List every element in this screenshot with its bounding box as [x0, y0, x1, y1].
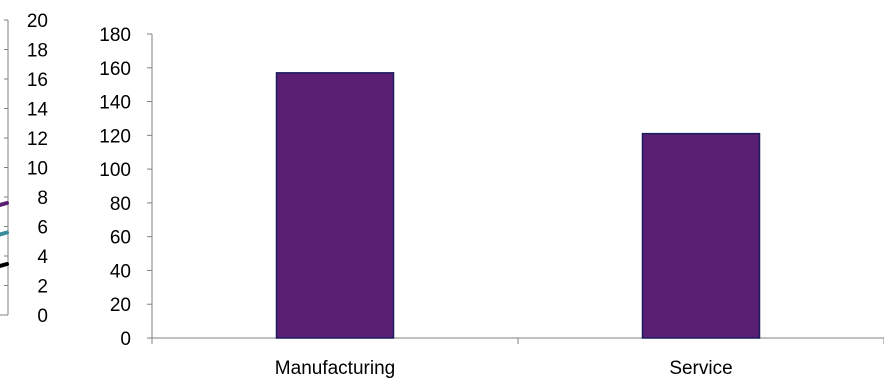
- left-y-tick-label: 6: [37, 218, 48, 239]
- bar-y-tick-label: 0: [120, 329, 131, 350]
- left-series-line-stub: [0, 201, 9, 207]
- bar-y-tick-label: 40: [110, 261, 131, 282]
- bar-manufacturing: [275, 72, 395, 339]
- left-y-tick-label: 12: [27, 129, 48, 150]
- bar-y-tick-label: 100: [99, 160, 131, 181]
- left-y-tick-label: 10: [27, 159, 48, 180]
- bar-y-tick-label: 160: [99, 59, 131, 80]
- left-y-tick-label: 2: [37, 277, 48, 298]
- left-series-line-stub: [0, 230, 9, 237]
- left-y-tick-label: 16: [27, 70, 48, 91]
- x-category-label: Service: [669, 358, 732, 379]
- left-y-tick-label: 4: [37, 247, 48, 268]
- left-y-tick-label: 18: [27, 41, 48, 62]
- left-y-tick-label: 14: [27, 100, 49, 121]
- bar-chart: 0 20 40 60 80 100 120 140 160 180 Manufacturing Ser…: [99, 25, 884, 379]
- left-y-tick-label: 8: [37, 188, 48, 209]
- bar-y-tick-label: 180: [99, 25, 131, 46]
- left-y-tick-label: 0: [37, 306, 48, 327]
- bar-y-tick-label: 140: [99, 93, 131, 114]
- left-partial-chart: 0 2 4 6 8 10 12 14 16 18 20: [0, 11, 48, 327]
- left-series-line-stub: [0, 262, 9, 268]
- bar-y-tick-label: 20: [110, 295, 131, 316]
- bar-y-tick-label: 120: [99, 126, 131, 147]
- bar-service: [641, 132, 761, 339]
- bar-y-tick-label: 80: [110, 194, 131, 215]
- left-y-tick-label: 20: [27, 11, 48, 32]
- bar-y-tick-label: 60: [110, 228, 131, 249]
- x-category-label: Manufacturing: [275, 358, 395, 379]
